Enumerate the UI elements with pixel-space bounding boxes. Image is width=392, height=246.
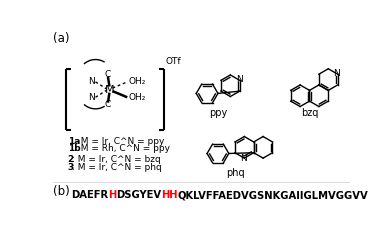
Text: N: N <box>88 77 95 86</box>
Text: : M = Ir, C^N = ppy: : M = Ir, C^N = ppy <box>74 137 164 146</box>
Text: H: H <box>108 190 116 200</box>
Text: (b): (b) <box>53 185 70 198</box>
Text: 3: 3 <box>67 163 74 172</box>
Text: C: C <box>105 70 111 79</box>
Text: N: N <box>88 93 95 102</box>
Text: 1a: 1a <box>67 137 80 146</box>
Text: DAEFR: DAEFR <box>71 190 108 200</box>
Text: N: N <box>236 75 243 84</box>
Text: OTf: OTf <box>165 58 181 66</box>
Text: N: N <box>240 154 247 163</box>
Text: M: M <box>105 85 114 94</box>
Text: QKLVFFAEDVGSNKGAIIGLMVGGVV: QKLVFFAEDVGSNKGAIIGLMVGGVV <box>178 190 368 200</box>
Text: OH₂: OH₂ <box>128 93 145 102</box>
Text: ppy: ppy <box>209 108 227 118</box>
Text: bzq: bzq <box>301 108 318 118</box>
Text: : M = Ir, C^N = bzq: : M = Ir, C^N = bzq <box>72 155 161 164</box>
Text: OH₂: OH₂ <box>128 77 145 86</box>
Text: phq: phq <box>226 168 244 178</box>
Text: : M = Rh, C^N = ppy: : M = Rh, C^N = ppy <box>74 144 170 153</box>
Text: C: C <box>105 100 111 109</box>
Text: 1b: 1b <box>67 144 80 153</box>
Text: 2: 2 <box>67 155 74 164</box>
Text: HH: HH <box>161 190 178 200</box>
Text: DSGYEV: DSGYEV <box>116 190 161 200</box>
Text: N: N <box>334 69 340 78</box>
Text: (a): (a) <box>53 32 69 45</box>
Text: : M = Ir, C^N = phq: : M = Ir, C^N = phq <box>72 163 162 172</box>
